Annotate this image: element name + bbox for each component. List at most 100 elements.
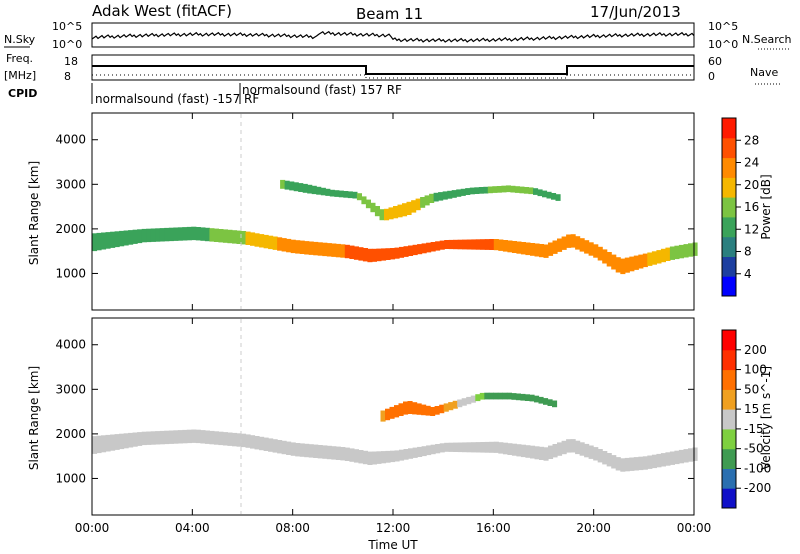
power-cell-main_echo [241,231,247,245]
power-cell-upper_echo [289,181,295,191]
x-tick-label: 08:00 [275,521,310,535]
velocity-cell-upper_echo [380,410,386,422]
velocity-cell-main_echo [421,446,427,457]
power-cell-upper_echo [329,189,335,197]
power-cell-upper_echo [379,209,385,221]
power-cell-upper_echo [388,207,394,220]
power-cell-upper_echo [411,200,417,213]
power-cell-main_echo [620,258,626,275]
power-cell-upper_echo [402,203,408,217]
velocity-cell-main_echo [213,431,219,445]
velocity-colorbar-title: Velocity [m s^-1] [759,366,773,470]
power-cell-upper_echo [343,191,349,198]
freq-frame [91,54,695,81]
velocity-cell-main_echo [511,443,517,456]
power-cell-upper_echo [284,180,290,190]
velocity-cell-main_echo [588,445,594,459]
power-cell-upper_echo [523,187,529,194]
velocity-cell-upper_echo [443,403,449,412]
velocity-cell-main_echo [159,430,165,445]
freq-tick-top: 18 [64,55,78,68]
power-cell-main_echo [629,256,635,272]
power-cell-main_echo [195,227,201,241]
velocity-cell-main_echo [168,430,174,444]
velocity-cell-main_echo [322,445,328,459]
freq-unit: [MHz] [4,69,36,82]
velocity-cell-main_echo [335,446,341,460]
power-y-tick-label: 1000 [55,266,86,280]
freq-panel: Freq. [MHz] 18 8 60 0 Nave [4,52,780,85]
velocity-cell-main_echo [394,450,400,462]
nave-tick-bottom: 0 [708,70,715,83]
power-cell-main_echo [489,239,495,250]
power-cell-main_echo [349,245,355,259]
power-cell-main_echo [493,239,499,251]
velocity-cell-upper_echo [484,392,490,400]
power-cell-main_echo [498,239,504,251]
velocity-cell-main_echo [624,457,630,472]
velocity-cell-main_echo [683,449,689,463]
power-cbar-swatch [722,177,736,198]
velocity-cell-main_echo [489,441,495,453]
velocity-cell-main_echo [688,448,694,462]
time-axis: 00:00 04:00 08:00 12:00 16:00 20:00 00:00 [75,113,711,535]
power-cell-main_echo [525,242,531,256]
velocity-cell-main_echo [642,456,648,470]
velocity-cell-upper_echo [524,394,530,401]
power-cell-main_echo [651,251,657,265]
vel-cbar-tick-label: 50 [744,382,759,396]
power-cell-upper_echo [487,186,493,194]
power-cell-upper_echo [460,188,466,196]
power-cell-main_echo [295,240,301,254]
power-cell-upper_echo [415,198,421,211]
velocity-cell-main_echo [259,436,265,451]
velocity-cell-main_echo [534,446,540,460]
power-cell-upper_echo [546,191,552,199]
power-cell-upper_echo [429,193,435,203]
velocity-cell-main_echo [502,442,508,455]
power-cell-upper_echo [293,182,299,192]
velocity-cell-main_echo [448,442,454,452]
power-cell-main_echo [213,228,219,242]
velocity-cell-main_echo [561,440,567,455]
power-cbar-swatch [722,197,736,218]
power-cell-main_echo [272,236,278,250]
power-cell-main_echo [561,236,567,250]
velocity-cell-upper_echo [502,392,508,400]
power-cell-main_echo [204,227,210,242]
velocity-cell-main_echo [575,440,581,455]
power-cell-upper_echo [442,191,448,200]
power-cbar-tick-label: 28 [744,133,759,147]
power-cell-main_echo [326,243,332,257]
velocity-cell-main_echo [344,447,350,461]
power-cell-main_echo [462,239,468,250]
power-cell-main_echo [530,243,536,256]
velocity-cell-main_echo [96,435,102,454]
velocity-cell-main_echo [376,451,382,464]
velocity-cell-main_echo [299,443,305,457]
velocity-cell-main_echo [566,439,572,453]
velocity-cell-main_echo [520,444,526,458]
velocity-cell-main_echo [543,447,549,461]
vel-cbar-swatch [722,389,736,410]
velocity-cell-main_echo [308,444,314,458]
velocity-cell-main_echo [557,442,563,456]
power-cell-upper_echo [492,186,498,193]
power-cell-upper_echo [533,188,539,195]
nsearch-tick-top: 10^5 [708,20,738,33]
velocity-cell-main_echo [141,431,147,446]
power-cbar-swatch [722,216,736,238]
velocity-cell-main_echo [606,453,612,467]
vel-cbar-tick-label: -50 [744,442,764,456]
velocity-cell-main_echo [177,430,183,444]
velocity-cell-main_echo [444,442,450,452]
power-cell-main_echo [642,253,648,268]
power-cbar-tick-label: 24 [744,156,759,170]
power-cell-main_echo [177,227,183,241]
nsky-panel: N.Sky 10^5 10^0 10^5 10^0 N.Search [4,20,792,51]
power-cell-main_echo [543,244,549,258]
power-cell-upper_echo [537,189,543,197]
power-cbar-tick-label: 4 [744,267,752,281]
power-cell-main_echo [678,244,684,259]
velocity-cell-main_echo [286,441,292,455]
